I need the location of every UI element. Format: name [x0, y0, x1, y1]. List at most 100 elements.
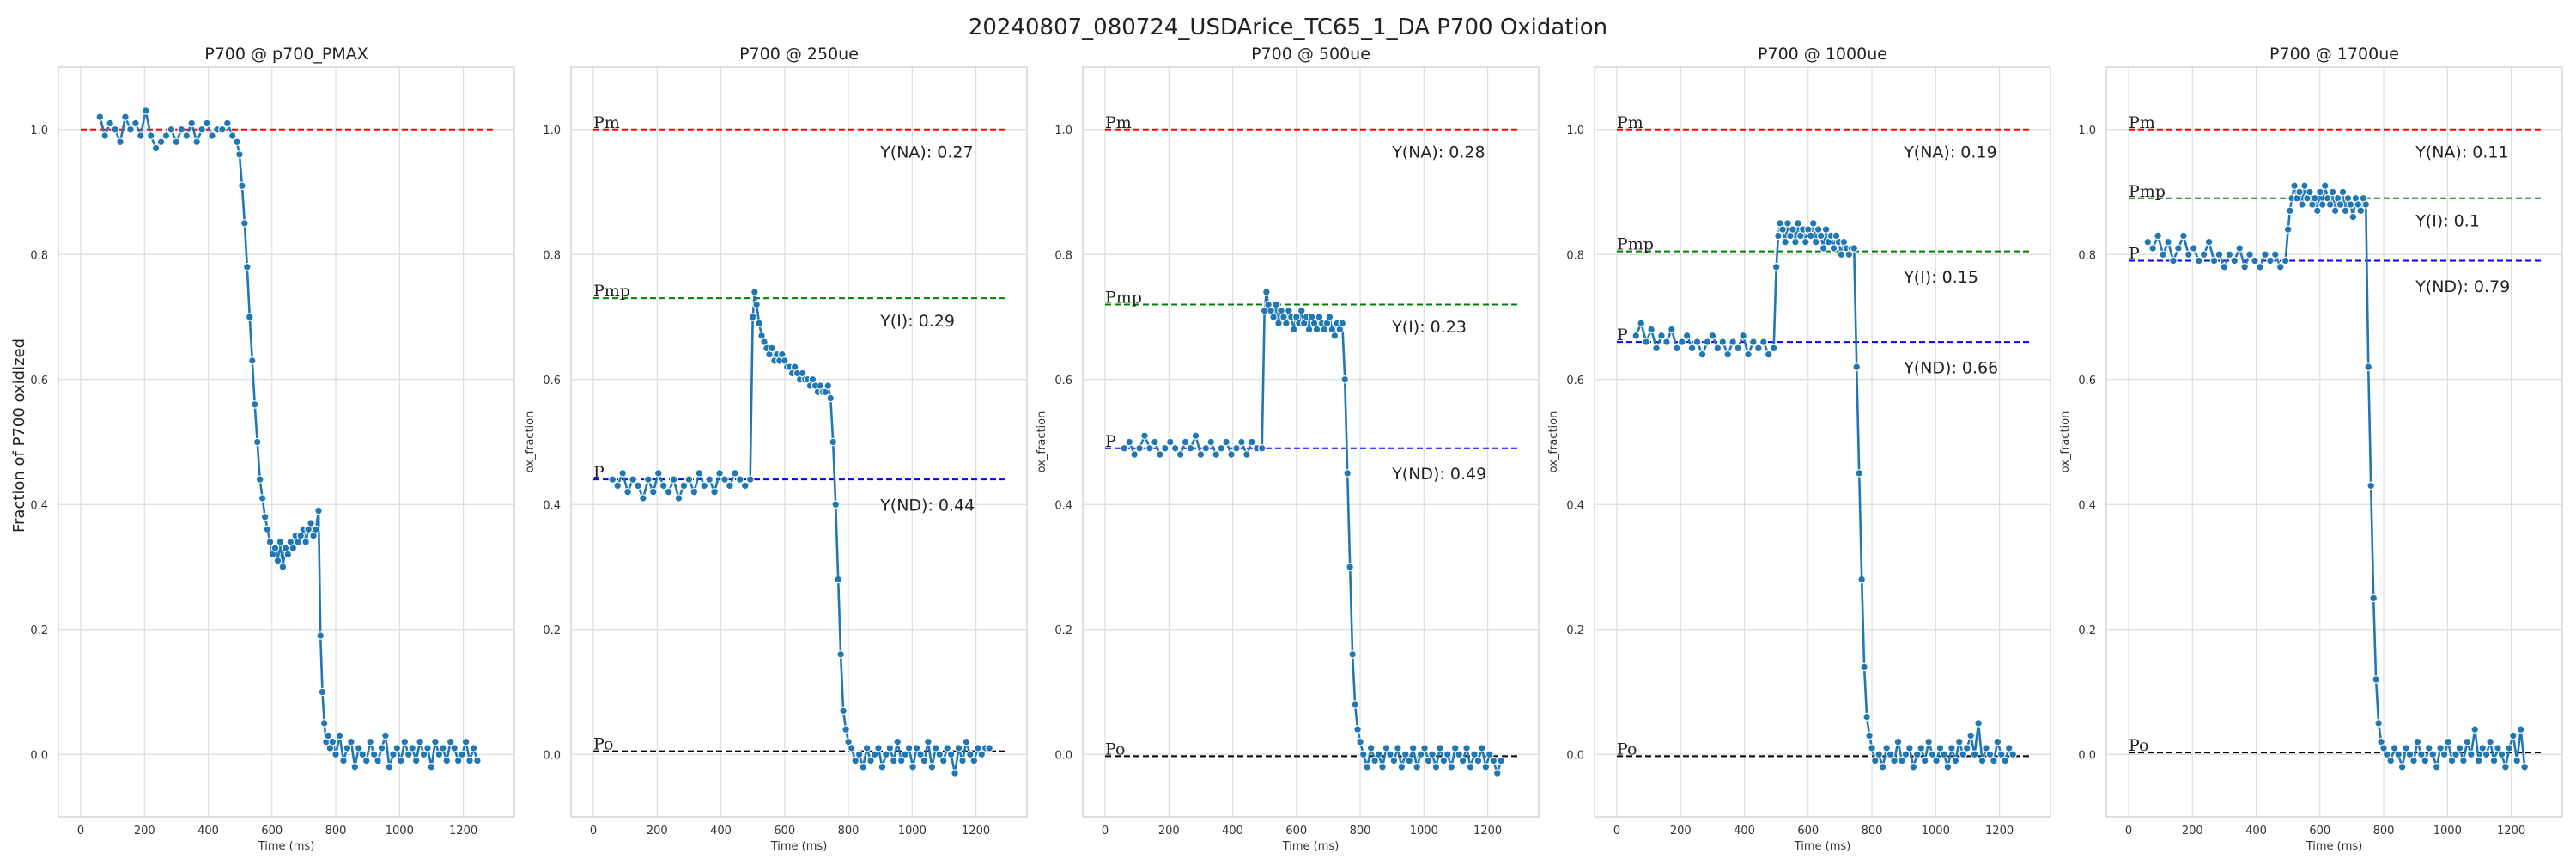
x-tick-label: 1200 — [962, 825, 990, 838]
data-point — [839, 706, 848, 716]
data-point — [664, 487, 673, 497]
data-point — [411, 756, 421, 765]
data-point — [2286, 206, 2294, 216]
x-tick-label: 800 — [1350, 825, 1371, 838]
x-axis-label: Time (ms) — [1282, 840, 1340, 853]
data-point — [1662, 338, 1671, 346]
data-point — [273, 556, 283, 565]
data-point — [1439, 756, 1449, 765]
data-point — [2417, 750, 2426, 758]
data-point — [2215, 250, 2224, 259]
y-tick-label: 0.8 — [30, 249, 48, 262]
data-point — [453, 756, 463, 765]
data-point — [826, 393, 835, 403]
data-point — [177, 125, 186, 134]
data-point — [328, 737, 337, 746]
data-point — [1928, 750, 1937, 758]
data-point — [1340, 375, 1349, 384]
data-point — [1366, 744, 1376, 752]
y-tick-label: 0.8 — [2078, 249, 2096, 262]
data-point — [841, 725, 850, 734]
data-point — [1811, 237, 1820, 247]
data-point — [726, 481, 734, 490]
data-point — [2275, 263, 2285, 271]
data-point — [255, 475, 264, 484]
data-point — [1227, 450, 1236, 459]
y-tick-label: 0.6 — [30, 375, 48, 387]
data-point — [752, 300, 761, 309]
data-point — [1917, 744, 1925, 752]
data-point — [347, 737, 355, 746]
data-point — [1473, 756, 1483, 765]
data-point — [653, 469, 663, 478]
data-point — [2004, 744, 2014, 752]
yield-annotation: Y(NA): 0.28 — [1391, 143, 1485, 161]
data-point — [768, 344, 776, 353]
data-point — [146, 131, 155, 140]
data-point — [1378, 763, 1387, 771]
data-point — [962, 737, 971, 746]
data-point — [1997, 750, 2006, 758]
data-point — [2164, 237, 2172, 247]
data-point — [720, 475, 729, 484]
data-point — [151, 143, 161, 153]
data-point — [1413, 763, 1421, 771]
data-point — [1913, 750, 1922, 758]
x-tick-label: 800 — [325, 825, 347, 838]
po-reference-label: Po — [593, 735, 613, 754]
data-point — [2330, 206, 2340, 216]
chart-panel-1: 0 200 400 600 800 1000 1200 0.0 0.2 0.4 0.6 0.8 1.0 P… — [30, 45, 515, 853]
data-point — [223, 119, 232, 128]
data-point — [1346, 563, 1354, 571]
data-point — [1708, 332, 1717, 340]
data-point — [2298, 200, 2306, 209]
data-point — [954, 744, 963, 752]
data-point — [283, 550, 293, 559]
data-point — [2512, 756, 2522, 765]
data-point — [951, 769, 959, 777]
data-point — [2251, 256, 2259, 265]
data-point — [901, 750, 909, 758]
data-point — [458, 750, 466, 758]
data-point — [684, 475, 694, 484]
p-reference-label: P — [1105, 432, 1116, 451]
data-point — [1370, 756, 1379, 765]
data-point — [2409, 756, 2418, 765]
data-point — [2505, 744, 2514, 752]
data-point — [1222, 437, 1230, 447]
data-point — [1642, 338, 1650, 346]
data-point — [126, 125, 135, 134]
data-point — [1497, 756, 1505, 765]
y-axis-label: ox_fraction — [1036, 411, 1048, 473]
data-point — [1353, 725, 1362, 734]
data-point — [1857, 575, 1866, 584]
y-tick-label: 0.8 — [1054, 249, 1072, 262]
yield-annotation: Y(I): 0.15 — [1903, 268, 1978, 287]
data-point — [2372, 675, 2380, 684]
data-point — [404, 750, 413, 758]
yield-annotation: Y(NA): 0.19 — [1903, 143, 1996, 161]
data-point — [1481, 763, 1491, 771]
data-point — [2328, 187, 2337, 197]
data-point — [2313, 206, 2322, 216]
data-point — [1924, 737, 1933, 746]
data-point — [377, 744, 386, 752]
data-point — [192, 137, 201, 147]
x-tick-label: 800 — [2373, 825, 2395, 838]
y-tick-label: 0.4 — [1054, 499, 1072, 512]
data-point — [939, 756, 948, 765]
data-point — [2179, 231, 2188, 241]
data-point — [2261, 250, 2269, 259]
data-point — [2405, 750, 2415, 758]
data-point — [1416, 750, 1425, 758]
data-point — [2169, 256, 2178, 265]
data-point — [1120, 444, 1129, 453]
data-point — [361, 756, 371, 765]
x-tick-label: 400 — [2245, 825, 2267, 838]
data-point — [924, 737, 933, 746]
data-point — [1978, 756, 1987, 765]
y-axis-label: ox_fraction — [524, 411, 537, 473]
data-point — [1850, 244, 1859, 253]
